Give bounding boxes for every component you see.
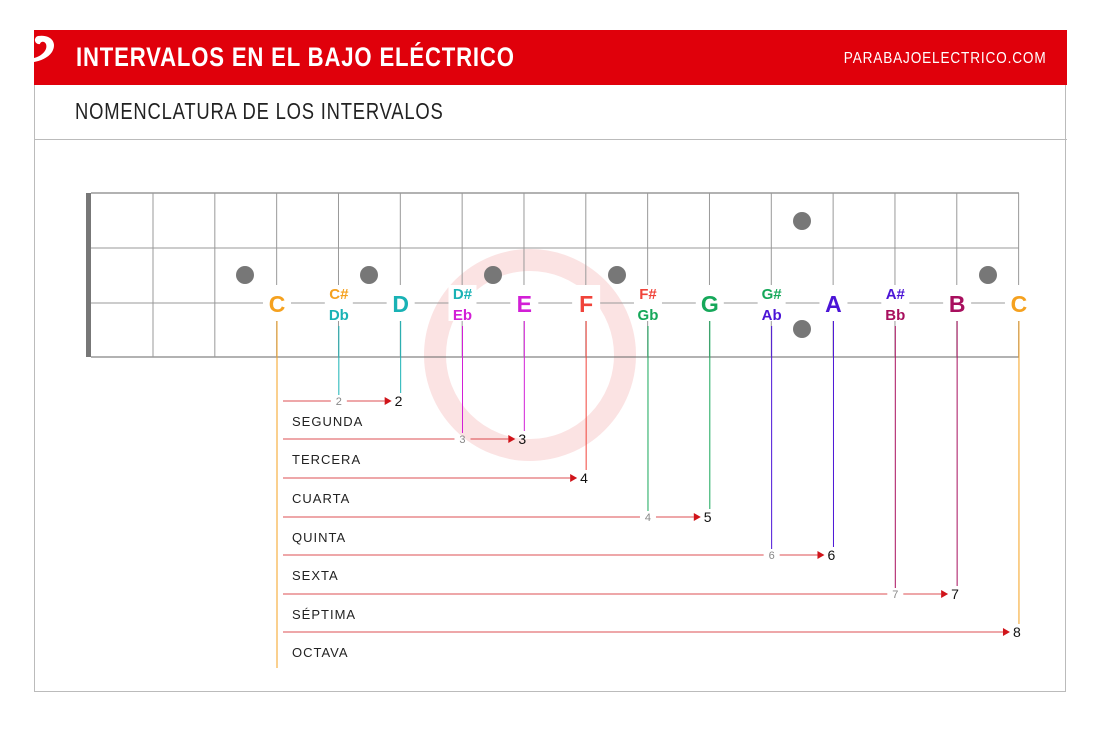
note-label-bg xyxy=(386,285,415,321)
note-label-bg xyxy=(1004,285,1033,321)
note-sharp-label: A# xyxy=(886,286,906,303)
interval-name: SEXTA xyxy=(292,568,339,583)
note-flat-label: Gb xyxy=(638,307,659,324)
note-label-bg xyxy=(633,285,662,321)
arrow-head-icon xyxy=(570,474,578,482)
section-subtitle: NOMENCLATURA DE LOS INTERVALOS xyxy=(75,98,444,124)
minor-interval-number: 6 xyxy=(769,550,775,562)
note-natural-label: C xyxy=(1011,291,1028,317)
note-natural-label: F xyxy=(579,291,593,317)
note-sharp-label: D# xyxy=(453,286,473,303)
note-label-bg xyxy=(448,285,477,321)
watermark-logo-icon xyxy=(424,249,636,461)
note-label-bg xyxy=(943,285,972,321)
note-label-bg xyxy=(881,285,910,321)
fret-marker-dot xyxy=(608,266,626,284)
interval-name: OCTAVA xyxy=(292,645,349,660)
note-sharp-label: F# xyxy=(639,286,657,303)
fret-marker-dot xyxy=(979,266,997,284)
interval-number: 6 xyxy=(827,547,835,563)
note-flat-label: Bb xyxy=(885,307,905,324)
arrow-head-icon xyxy=(384,397,392,405)
note-label-bg xyxy=(695,285,724,321)
interval-name: QUINTA xyxy=(292,530,346,545)
note-natural-label: D xyxy=(392,291,409,317)
interval-number: 2 xyxy=(395,393,403,409)
fret-marker-dot xyxy=(484,266,502,284)
note-flat-label: Db xyxy=(329,307,349,324)
fret-marker-dot xyxy=(793,320,811,338)
fret-marker-dot xyxy=(236,266,254,284)
note-label-bg xyxy=(510,285,539,321)
note-natural-label: E xyxy=(517,291,532,317)
minor-interval-number: 4 xyxy=(645,512,651,524)
interval-number: 5 xyxy=(704,509,712,525)
note-sharp-label: C# xyxy=(329,286,349,303)
fret-marker-dot xyxy=(360,266,378,284)
interval-number: 7 xyxy=(951,586,959,602)
header-bar: INTERVALOS EN EL BAJO ELÉCTRICO PARABAJO… xyxy=(34,30,1067,85)
note-natural-label: G xyxy=(701,291,719,317)
interval-name: SEGUNDA xyxy=(292,414,363,429)
note-natural-label: A xyxy=(825,291,842,317)
arrow-head-icon xyxy=(508,435,516,443)
interval-name: CUARTA xyxy=(292,491,350,506)
arrow-head-icon xyxy=(693,513,701,521)
note-label-bg xyxy=(263,285,291,321)
page-title: INTERVALOS EN EL BAJO ELÉCTRICO xyxy=(76,42,515,72)
arrow-head-icon xyxy=(817,551,825,559)
note-label-bg xyxy=(757,285,786,321)
site-link[interactable]: PARABAJOELECTRICO.COM xyxy=(844,50,1047,67)
interval-name: TERCERA xyxy=(292,452,361,467)
note-sharp-label: G# xyxy=(762,286,783,303)
interval-name: SÉPTIMA xyxy=(292,607,356,622)
note-flat-label: Eb xyxy=(453,307,472,324)
note-label-bg xyxy=(819,285,848,321)
interval-number: 4 xyxy=(580,470,588,486)
divider xyxy=(34,139,1067,140)
interval-number: 8 xyxy=(1013,624,1021,640)
note-label-bg xyxy=(572,285,601,321)
note-flat-label: Ab xyxy=(762,307,782,324)
bass-clef-logo-icon xyxy=(34,35,55,62)
fret-marker-dot xyxy=(793,212,811,230)
arrow-head-icon xyxy=(941,590,949,598)
arrow-head-icon xyxy=(1002,628,1010,636)
nut xyxy=(86,193,91,357)
minor-interval-number: 3 xyxy=(459,434,465,446)
interval-number: 3 xyxy=(518,431,526,447)
minor-interval-number: 2 xyxy=(336,396,342,408)
note-label-bg xyxy=(324,285,353,321)
minor-interval-number: 7 xyxy=(892,589,898,601)
note-natural-label: B xyxy=(949,291,966,317)
note-natural-label: C xyxy=(269,291,286,317)
